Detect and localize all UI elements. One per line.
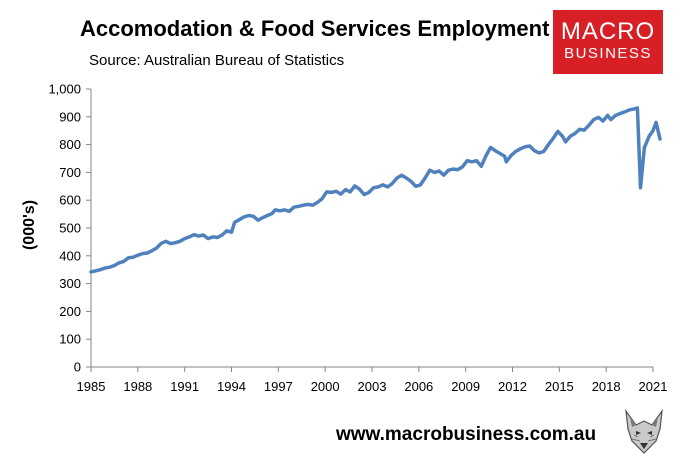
logo-business-text: BUSINESS bbox=[564, 45, 652, 62]
x-tick-label: 2021 bbox=[639, 379, 668, 394]
x-tick-label: 2003 bbox=[358, 379, 387, 394]
chart-source: Source: Australian Bureau of Statistics bbox=[89, 52, 345, 69]
y-tick-label: 0 bbox=[74, 360, 81, 375]
x-tick-label: 1997 bbox=[264, 379, 293, 394]
y-axis-label: (000's) bbox=[21, 200, 38, 250]
series-group bbox=[89, 106, 662, 274]
y-tick-label: 200 bbox=[59, 304, 81, 319]
y-tick-label: 700 bbox=[59, 165, 81, 180]
x-tick-label: 2018 bbox=[592, 379, 621, 394]
x-tick-label: 2015 bbox=[545, 379, 574, 394]
y-tick-label: 500 bbox=[59, 221, 81, 236]
y-tick-label: 300 bbox=[59, 276, 81, 291]
y-tick-label: 100 bbox=[59, 332, 81, 347]
x-tick-label: 2012 bbox=[498, 379, 527, 394]
y-tick-label: 400 bbox=[59, 248, 81, 263]
x-tick-label: 1991 bbox=[170, 379, 199, 394]
y-tick-label: 600 bbox=[59, 193, 81, 208]
chart-title: Accomodation & Food Services Employment bbox=[80, 16, 550, 41]
website-url: www.macrobusiness.com.au bbox=[336, 424, 597, 445]
x-tick-label: 2000 bbox=[311, 379, 340, 394]
x-tick-label: 1985 bbox=[77, 379, 106, 394]
y-tick-label: 900 bbox=[59, 109, 81, 124]
series-line bbox=[89, 106, 662, 274]
y-tick-label: 800 bbox=[59, 137, 81, 152]
x-axis: 1985 1988 1991 1994 1997 2000 2003 2006 2009 2012… bbox=[77, 366, 668, 394]
x-tick-label: 2009 bbox=[451, 379, 480, 394]
x-tick-label: 2006 bbox=[404, 379, 433, 394]
y-axis: 0 100 200 300 400 500 600 700 800 900 1,000 bbox=[48, 82, 92, 375]
x-tick-label: 1994 bbox=[217, 379, 246, 394]
x-tick-label: 1988 bbox=[123, 379, 152, 394]
wolf-icon bbox=[618, 405, 670, 457]
macrobusiness-logo: MACRO BUSINESS bbox=[553, 10, 663, 74]
y-tick-label: 1,000 bbox=[48, 82, 81, 97]
logo-macro-text: MACRO bbox=[560, 18, 656, 45]
